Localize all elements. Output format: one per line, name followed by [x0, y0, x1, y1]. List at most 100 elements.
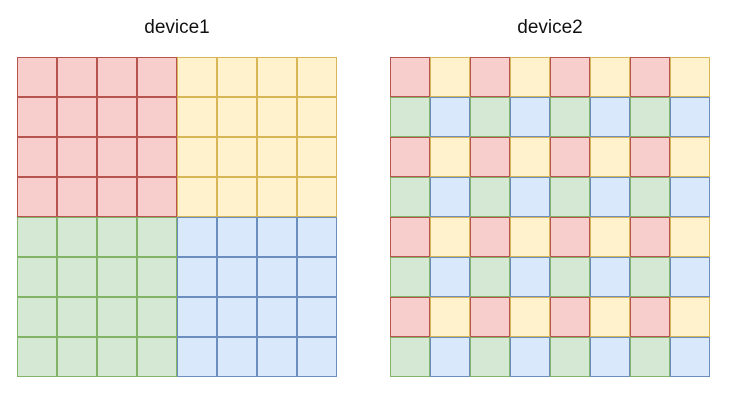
grid-cell-yellow: [590, 297, 630, 337]
grid-cell-green: [550, 177, 590, 217]
grid-cell-red: [550, 57, 590, 97]
grid-cell-green: [137, 297, 177, 337]
grid-cell-green: [97, 297, 137, 337]
grid-cell-green: [97, 217, 137, 257]
grid-cell-red: [17, 57, 57, 97]
grid-cell-green: [470, 177, 510, 217]
device2-title: device2: [517, 17, 583, 38]
device1-title: device1: [144, 17, 210, 38]
grid-cell-blue: [590, 177, 630, 217]
grid-cell-yellow: [217, 177, 257, 217]
grid-cell-green: [17, 297, 57, 337]
grid-cell-yellow: [430, 57, 470, 97]
grid-cell-blue: [177, 257, 217, 297]
grid-cell-yellow: [430, 217, 470, 257]
grid-cell-blue: [590, 97, 630, 137]
grid-cell-red: [17, 97, 57, 137]
grid-cell-red: [137, 137, 177, 177]
grid-cell-yellow: [297, 177, 337, 217]
grid-cell-red: [390, 297, 430, 337]
grid-cell-yellow: [177, 177, 217, 217]
grid-cell-yellow: [297, 137, 337, 177]
grid-cell-blue: [177, 337, 217, 377]
grid-cell-yellow: [257, 97, 297, 137]
grid-cell-red: [137, 177, 177, 217]
grid-cell-yellow: [297, 57, 337, 97]
grid-cell-red: [57, 97, 97, 137]
grid-cell-blue: [217, 257, 257, 297]
grid-cell-blue: [510, 257, 550, 297]
grid-cell-blue: [510, 337, 550, 377]
grid-cell-blue: [430, 97, 470, 137]
grid-cell-yellow: [217, 57, 257, 97]
grid-cell-red: [97, 177, 137, 217]
grid-cell-blue: [297, 297, 337, 337]
grid-cell-green: [137, 337, 177, 377]
grid-cell-red: [97, 97, 137, 137]
grid-cell-blue: [590, 337, 630, 377]
grid-cell-yellow: [297, 97, 337, 137]
grid-cell-red: [390, 57, 430, 97]
device2-grid: [390, 57, 710, 377]
grid-cell-blue: [670, 337, 710, 377]
grid-cell-green: [630, 337, 670, 377]
grid-cell-green: [470, 257, 510, 297]
grid-cell-green: [630, 177, 670, 217]
grid-cell-yellow: [177, 57, 217, 97]
grid-cell-green: [57, 297, 97, 337]
grid-cell-blue: [217, 297, 257, 337]
grid-cell-red: [57, 177, 97, 217]
grid-cell-red: [470, 217, 510, 257]
grid-cell-red: [550, 217, 590, 257]
grid-cell-red: [17, 177, 57, 217]
grid-cell-blue: [430, 177, 470, 217]
grid-cell-red: [470, 297, 510, 337]
grid-cell-blue: [217, 217, 257, 257]
grid-cell-yellow: [670, 137, 710, 177]
grid-cell-yellow: [590, 217, 630, 257]
grid-cell-green: [550, 257, 590, 297]
grid-cell-red: [630, 57, 670, 97]
grid-cell-red: [57, 137, 97, 177]
grid-cell-green: [97, 257, 137, 297]
grid-cell-yellow: [670, 217, 710, 257]
grid-cell-green: [630, 97, 670, 137]
grid-cell-blue: [217, 337, 257, 377]
grid-cell-yellow: [257, 57, 297, 97]
grid-cell-yellow: [257, 177, 297, 217]
grid-cell-green: [57, 217, 97, 257]
grid-cell-green: [390, 257, 430, 297]
grid-cell-green: [390, 337, 430, 377]
grid-cell-red: [97, 137, 137, 177]
grid-cell-yellow: [430, 297, 470, 337]
grid-cell-yellow: [670, 297, 710, 337]
grid-cell-yellow: [590, 137, 630, 177]
grid-cell-yellow: [510, 297, 550, 337]
grid-cell-blue: [590, 257, 630, 297]
grid-cell-green: [550, 337, 590, 377]
grid-cell-red: [97, 57, 137, 97]
grid-cell-green: [137, 257, 177, 297]
grid-cell-blue: [257, 217, 297, 257]
grid-cell-blue: [297, 217, 337, 257]
device1-grid: [17, 57, 337, 377]
grid-cell-yellow: [510, 57, 550, 97]
grid-cell-green: [390, 177, 430, 217]
grid-cell-yellow: [217, 97, 257, 137]
grid-cell-green: [17, 257, 57, 297]
grid-cell-green: [97, 337, 137, 377]
grid-cell-red: [390, 217, 430, 257]
grid-cell-red: [137, 57, 177, 97]
grid-cell-yellow: [217, 137, 257, 177]
grid-cell-green: [470, 97, 510, 137]
grid-cell-red: [630, 137, 670, 177]
grid-cell-yellow: [177, 97, 217, 137]
grid-cell-red: [390, 137, 430, 177]
grid-cell-blue: [670, 177, 710, 217]
grid-cell-blue: [510, 177, 550, 217]
grid-cell-red: [630, 217, 670, 257]
grid-cell-green: [57, 257, 97, 297]
grid-cell-yellow: [430, 137, 470, 177]
grid-cell-blue: [670, 97, 710, 137]
grid-cell-blue: [177, 297, 217, 337]
